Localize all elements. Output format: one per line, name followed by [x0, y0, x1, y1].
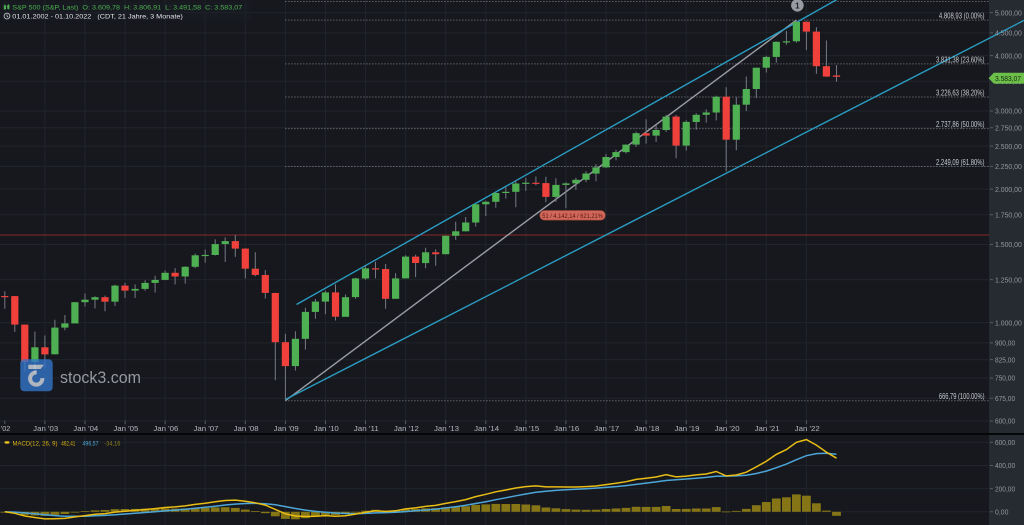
svg-text:Jan '18: Jan '18: [634, 424, 659, 433]
svg-text:Jan '17: Jan '17: [594, 424, 619, 433]
svg-text:Jan '21: Jan '21: [755, 424, 780, 433]
svg-text:'02: '02: [1, 424, 11, 433]
svg-text:3.226,63 (38.20%): 3.226,63 (38.20%): [936, 88, 985, 97]
svg-text:750,00: 750,00: [995, 374, 1015, 383]
svg-text:666,79 (100.00%): 666,79 (100.00%): [939, 392, 985, 401]
svg-text:Jan '22: Jan '22: [795, 424, 820, 433]
svg-text:Jan '11: Jan '11: [354, 424, 379, 433]
svg-text:1: 1: [795, 1, 800, 10]
svg-text:Jan '03: Jan '03: [33, 424, 58, 433]
svg-text:4.000,00: 4.000,00: [995, 51, 1022, 60]
svg-text:Jan '20: Jan '20: [715, 424, 740, 433]
svg-text:01.01.2002 - 01.10.2022 (CDT: 01.01.2002 - 01.10.2022 (CDT, 21 Jahre, …: [12, 14, 183, 21]
svg-text:0,00: 0,00: [995, 508, 1008, 517]
svg-text:1.750,00: 1.750,00: [995, 211, 1022, 220]
svg-text:675,00: 675,00: [995, 394, 1015, 403]
svg-text:4.808,93 (0.00%): 4.808,93 (0.00%): [939, 12, 985, 21]
svg-text:825,00: 825,00: [995, 355, 1015, 364]
svg-text:Jan '04: Jan '04: [73, 424, 98, 433]
svg-text:2.249,09 (61.80%): 2.249,09 (61.80%): [936, 158, 985, 167]
svg-text:3.831,38 (23.60%): 3.831,38 (23.60%): [936, 55, 985, 64]
svg-text:51 / 4.142,14 / 621,21%: 51 / 4.142,14 / 621,21%: [542, 213, 603, 220]
svg-text:2.737,86 (50.00%): 2.737,86 (50.00%): [936, 120, 985, 129]
svg-text:1.500,00: 1.500,00: [995, 240, 1022, 249]
svg-text:-34,16: -34,16: [104, 440, 120, 447]
svg-text:Jan '12: Jan '12: [394, 424, 419, 433]
svg-text:S&P 500 (S&P, Last) O: 3.609,: S&P 500 (S&P, Last) O: 3.609,78 H: 3.806…: [12, 5, 242, 12]
svg-text:4.500,00: 4.500,00: [995, 29, 1022, 38]
svg-text:Jan '14: Jan '14: [474, 424, 499, 433]
svg-text:2.250,00: 2.250,00: [995, 162, 1022, 171]
svg-text:stock3.com: stock3.com: [60, 368, 141, 387]
svg-text:1.250,00: 1.250,00: [995, 275, 1022, 284]
svg-text:Jan '05: Jan '05: [113, 424, 138, 433]
svg-text:462,41: 462,41: [61, 440, 75, 447]
svg-text:Jan '09: Jan '09: [274, 424, 299, 433]
svg-text:Jan '08: Jan '08: [234, 424, 259, 433]
svg-text:5.000,00: 5.000,00: [995, 8, 1022, 17]
svg-text:496,57: 496,57: [83, 440, 99, 447]
svg-text:400,00: 400,00: [995, 461, 1015, 470]
svg-text:1.000,00: 1.000,00: [995, 318, 1022, 327]
svg-text:Jan '19: Jan '19: [675, 424, 700, 433]
svg-text:2.000,00: 2.000,00: [995, 185, 1022, 194]
svg-text:600,00: 600,00: [995, 417, 1015, 426]
svg-text:2.750,00: 2.750,00: [995, 123, 1022, 132]
svg-text:Jan '13: Jan '13: [434, 424, 459, 433]
svg-text:200,00: 200,00: [995, 484, 1015, 493]
svg-text:Jan '10: Jan '10: [314, 424, 339, 433]
svg-text:MACD(12, 26, 9): MACD(12, 26, 9): [13, 440, 58, 447]
svg-text:Jan '06: Jan '06: [153, 424, 178, 433]
svg-text:3.000,00: 3.000,00: [995, 107, 1022, 116]
svg-text:Jan '16: Jan '16: [554, 424, 579, 433]
svg-text:600,00: 600,00: [995, 438, 1015, 447]
svg-text:Jan '07: Jan '07: [194, 424, 219, 433]
svg-text:2.500,00: 2.500,00: [995, 142, 1022, 151]
svg-text:3.583,07: 3.583,07: [995, 74, 1021, 83]
svg-text:Jan '15: Jan '15: [514, 424, 539, 433]
svg-text:900,00: 900,00: [995, 339, 1015, 348]
